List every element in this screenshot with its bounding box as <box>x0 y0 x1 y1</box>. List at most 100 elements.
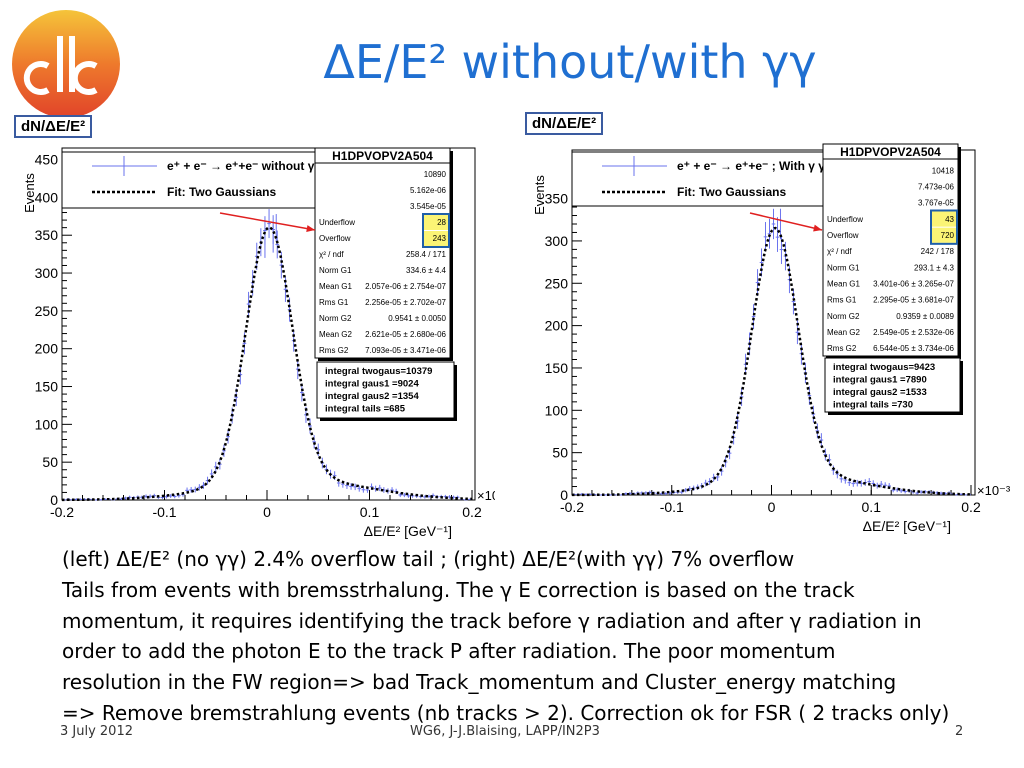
chart-right: 0 50 100 150 200 250 300 350 -0.2 -0.1 0 0.1 0.2 Even… <box>532 143 1011 534</box>
data-point <box>172 494 177 499</box>
stats-value: 2.549e-05 ± 2.532e-06 <box>873 328 954 337</box>
stats-highlight <box>932 227 956 243</box>
data-point <box>164 495 169 499</box>
data-point <box>663 492 668 495</box>
caption-line: resolution in the FW region=> bad Track_… <box>62 670 897 695</box>
y-tick-label: 400 <box>35 189 59 205</box>
y-tick-label: 100 <box>545 402 569 418</box>
footer-page: 2 <box>955 724 964 739</box>
stats-value: 2.295e-05 ± 3.681e-07 <box>873 296 954 305</box>
stats-value: 10890 <box>424 170 447 179</box>
integral-line: integral twogaus=9423 <box>833 362 935 373</box>
x-tick-label: 0.1 <box>360 504 380 520</box>
stats-value: 7.093e-05 ± 3.471e-06 <box>365 346 446 355</box>
x-tick-label: 0 <box>768 499 776 515</box>
caption-line: momentum, it requires identifying the tr… <box>62 608 922 633</box>
data-point <box>377 484 382 492</box>
data-point <box>759 248 764 277</box>
data-point <box>168 494 173 498</box>
stats-value: 6.544e-05 ± 3.734e-06 <box>873 344 954 353</box>
stats-label: Underflow <box>827 215 863 224</box>
stats-value: 10418 <box>932 166 955 175</box>
legend-data-label: e⁺ + e⁻ → e⁺+e⁻ without γ γ <box>167 159 325 173</box>
integral-line: integral tails =730 <box>833 400 913 411</box>
y-tick-label: 0 <box>560 487 568 503</box>
x-axis-label: ΔE/E² [GeV⁻¹] <box>863 518 951 534</box>
slide-title: ΔE/E² without/with γγ <box>323 35 817 89</box>
data-point <box>275 230 280 259</box>
y-tick-label: 200 <box>545 318 569 334</box>
data-point <box>312 435 316 449</box>
y-tick-label: 150 <box>35 379 59 395</box>
y-tick-label: 250 <box>545 275 569 291</box>
x-tick-label: -0.2 <box>50 504 74 520</box>
fit-curve <box>62 226 473 502</box>
stats-value: 7.473e-06 <box>918 182 955 191</box>
y-tick-label: 350 <box>545 191 569 207</box>
y-tick-label: 150 <box>545 360 569 376</box>
data-point <box>300 383 304 402</box>
stats-value: 242 / 178 <box>921 247 955 256</box>
x-tick-label: 0 <box>263 504 271 520</box>
stats-value: 43 <box>945 215 954 224</box>
stats-highlight <box>932 211 956 227</box>
data-point <box>189 486 193 493</box>
stats-box <box>822 143 959 357</box>
y-tick-label: 350 <box>35 227 59 243</box>
stats-label: Norm G1 <box>827 263 860 272</box>
overflow-highlight-box <box>930 209 958 245</box>
data-point <box>222 444 226 457</box>
stats-value: 258.4 / 171 <box>406 250 447 259</box>
stats-label: Rms G2 <box>827 344 857 353</box>
stats-value: 2.057e-06 ± 2.754e-07 <box>365 282 446 291</box>
red-arrow-shaft <box>749 212 823 231</box>
data-point <box>406 493 411 498</box>
x-tick-label: -0.1 <box>660 499 684 515</box>
data-point <box>823 448 828 461</box>
red-arrow-head <box>813 224 822 232</box>
caption-line: (left) ΔE/E² (no γγ) 2.4% overflow tail … <box>62 547 795 571</box>
stats-label: Mean G2 <box>827 328 860 337</box>
stats-label: χ² / ndf <box>827 247 852 256</box>
x-tick-label: -0.1 <box>152 504 176 520</box>
data-point <box>903 489 907 494</box>
stats-value: 293.1 ± 4.3 <box>914 263 955 272</box>
hist-label-right: dN/ΔE/E² <box>525 112 604 135</box>
y-tick-label: 250 <box>35 303 59 319</box>
legend-fit-label: Fit: Two Gaussians <box>167 185 276 199</box>
data-point <box>899 488 903 493</box>
red-arrow-shaft <box>219 212 316 231</box>
x-multiplier: ×10⁻³ <box>977 483 1011 498</box>
integral-line: integral gaus2 =1533 <box>833 387 927 398</box>
data-point <box>807 386 812 405</box>
stats-box <box>314 147 451 359</box>
integral-line: integral gaus1 =9024 <box>325 379 419 390</box>
data-point <box>398 492 403 498</box>
stats-value: 5.162e-06 <box>410 186 447 195</box>
y-axis-label: Events <box>22 173 37 213</box>
data-point <box>201 482 206 489</box>
data-point <box>755 269 760 297</box>
data-point <box>879 481 884 488</box>
stats-label: Rms G2 <box>319 346 349 355</box>
y-tick-label: 450 <box>35 152 59 168</box>
legend-fit-label: Fit: Two Gaussians <box>677 185 786 199</box>
stats-label: Overflow <box>827 231 859 240</box>
stats-highlight <box>424 231 448 246</box>
stats-value: 28 <box>437 218 446 227</box>
data-point <box>767 218 772 249</box>
integral-line: integral gaus1 =7890 <box>833 375 927 386</box>
data-point <box>915 491 919 495</box>
stats-value: 243 <box>433 234 447 243</box>
data-point <box>735 413 740 429</box>
data-point <box>815 423 820 439</box>
stats-label: Norm G1 <box>319 266 352 275</box>
footer-date: 3 July 2012 <box>60 724 133 739</box>
stats-label: χ² / ndf <box>319 250 344 259</box>
data-point <box>308 418 312 434</box>
fit-curve <box>572 226 971 497</box>
stats-label: Norm G2 <box>827 312 860 321</box>
overflow-highlight-box <box>422 213 450 248</box>
x-tick-label: 0.2 <box>961 499 981 515</box>
x-tick-label: 0.2 <box>462 504 482 520</box>
